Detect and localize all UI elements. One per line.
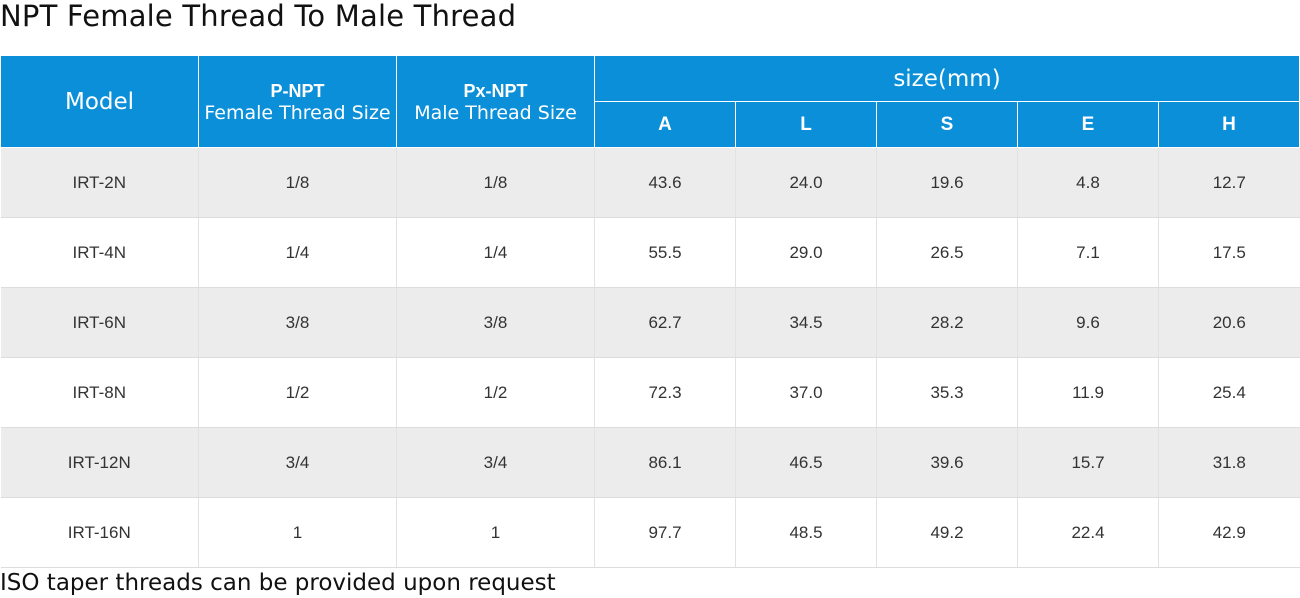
column-header-s: S xyxy=(876,101,1018,148)
cell-a: 72.3 xyxy=(594,357,736,428)
cell-s: 28.2 xyxy=(876,287,1018,358)
table-row: IRT-16N 1 1 97.7 48.5 49.2 22.4 42.9 xyxy=(0,497,1300,568)
header-row-dims: A L S E H xyxy=(1,101,1300,148)
column-header-female-thread: P-NPT Female Thread Size xyxy=(198,56,397,148)
column-header-e: E xyxy=(1017,101,1159,148)
male-thread-header-label: Male Thread Size xyxy=(414,101,577,124)
column-header-a: A xyxy=(594,101,736,148)
column-header-h: H xyxy=(1158,101,1300,148)
cell-model: IRT-16N xyxy=(0,497,199,568)
cell-l: 29.0 xyxy=(735,217,877,288)
cell-e: 4.8 xyxy=(1017,147,1159,218)
cell-female-thread: 1/2 xyxy=(198,357,397,428)
cell-e: 22.4 xyxy=(1017,497,1159,568)
table-body: IRT-2N 1/8 1/8 43.6 24.0 19.6 4.8 12.7 I… xyxy=(0,147,1300,568)
cell-female-thread: 1/8 xyxy=(198,147,397,218)
cell-male-thread: 1/8 xyxy=(396,147,595,218)
cell-a: 86.1 xyxy=(594,427,736,498)
column-header-l: L xyxy=(735,101,877,148)
cell-male-thread: 3/4 xyxy=(396,427,595,498)
cell-h: 20.6 xyxy=(1158,287,1300,358)
cell-female-thread: 3/4 xyxy=(198,427,397,498)
table-row: IRT-6N 3/8 3/8 62.7 34.5 28.2 9.6 20.6 xyxy=(0,287,1300,358)
cell-female-thread: 1 xyxy=(198,497,397,568)
cell-h: 25.4 xyxy=(1158,357,1300,428)
cell-a: 43.6 xyxy=(594,147,736,218)
cell-e: 7.1 xyxy=(1017,217,1159,288)
cell-male-thread: 3/8 xyxy=(396,287,595,358)
cell-h: 42.9 xyxy=(1158,497,1300,568)
table-header: Model P-NPT Female Thread Size Px-NPT Ma… xyxy=(0,56,1300,148)
cell-l: 46.5 xyxy=(735,427,877,498)
cell-a: 62.7 xyxy=(594,287,736,358)
column-header-male-thread: Px-NPT Male Thread Size xyxy=(396,56,595,148)
table-row: IRT-2N 1/8 1/8 43.6 24.0 19.6 4.8 12.7 xyxy=(0,147,1300,218)
cell-s: 39.6 xyxy=(876,427,1018,498)
cell-female-thread: 3/8 xyxy=(198,287,397,358)
cell-model: IRT-6N xyxy=(0,287,199,358)
cell-s: 26.5 xyxy=(876,217,1018,288)
cell-e: 15.7 xyxy=(1017,427,1159,498)
cell-e: 11.9 xyxy=(1017,357,1159,428)
female-thread-header-code: P-NPT xyxy=(270,80,325,101)
npt-spec-table: Model P-NPT Female Thread Size Px-NPT Ma… xyxy=(0,56,1300,568)
cell-h: 17.5 xyxy=(1158,217,1300,288)
cell-h: 12.7 xyxy=(1158,147,1300,218)
cell-l: 48.5 xyxy=(735,497,877,568)
male-thread-header-code: Px-NPT xyxy=(463,80,528,101)
cell-s: 35.3 xyxy=(876,357,1018,428)
cell-model: IRT-4N xyxy=(0,217,199,288)
cell-s: 49.2 xyxy=(876,497,1018,568)
column-header-model: Model xyxy=(0,56,199,148)
cell-male-thread: 1/4 xyxy=(396,217,595,288)
cell-l: 37.0 xyxy=(735,357,877,428)
table-row: IRT-12N 3/4 3/4 86.1 46.5 39.6 15.7 31.8 xyxy=(0,427,1300,498)
cell-model: IRT-8N xyxy=(0,357,199,428)
cell-female-thread: 1/4 xyxy=(198,217,397,288)
cell-l: 34.5 xyxy=(735,287,877,358)
cell-e: 9.6 xyxy=(1017,287,1159,358)
column-group-size: size(mm) xyxy=(594,56,1300,102)
page-title: NPT Female Thread To Male Thread xyxy=(0,0,517,33)
cell-model: IRT-12N xyxy=(0,427,199,498)
cell-male-thread: 1/2 xyxy=(396,357,595,428)
cell-male-thread: 1 xyxy=(396,497,595,568)
header-row-top: Model P-NPT Female Thread Size Px-NPT Ma… xyxy=(0,56,1300,148)
female-thread-header-label: Female Thread Size xyxy=(204,101,391,124)
cell-a: 97.7 xyxy=(594,497,736,568)
cell-h: 31.8 xyxy=(1158,427,1300,498)
cell-a: 55.5 xyxy=(594,217,736,288)
cell-s: 19.6 xyxy=(876,147,1018,218)
cell-l: 24.0 xyxy=(735,147,877,218)
cell-model: IRT-2N xyxy=(0,147,199,218)
footnote: ISO taper threads can be provided upon r… xyxy=(0,570,556,596)
table-row: IRT-4N 1/4 1/4 55.5 29.0 26.5 7.1 17.5 xyxy=(0,217,1300,288)
table-row: IRT-8N 1/2 1/2 72.3 37.0 35.3 11.9 25.4 xyxy=(0,357,1300,428)
